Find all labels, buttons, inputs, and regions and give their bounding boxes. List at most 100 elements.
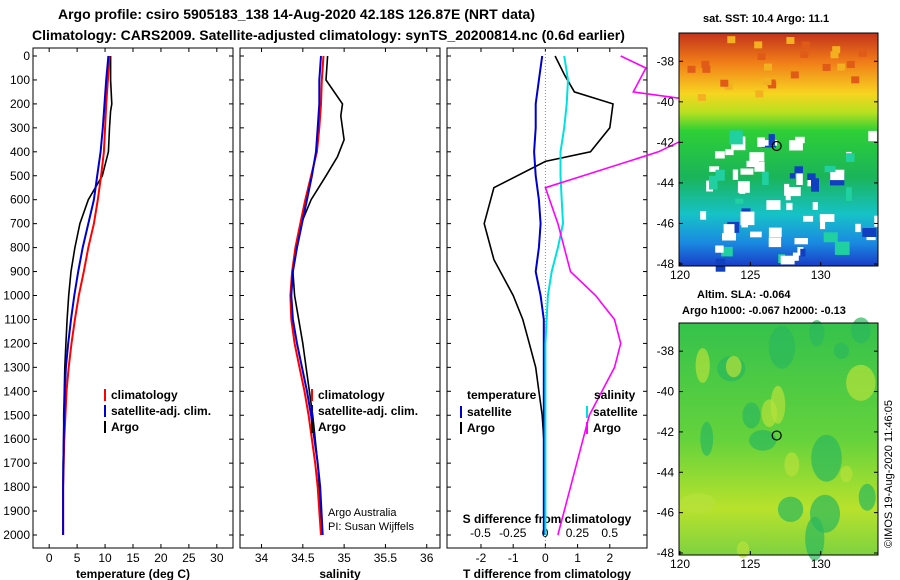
legend-entry: Argo	[467, 421, 495, 435]
sla-texture-blob	[749, 430, 777, 451]
series-satellite-adj-clim-	[290, 55, 324, 536]
y-tick-label: 1600	[3, 432, 30, 446]
y-tick-label: 300	[10, 121, 30, 135]
sst-texture-patch	[794, 166, 803, 174]
title-line-1: Argo profile: csiro 5905183_138 14-Aug-2…	[58, 6, 535, 22]
legend-entry: climatology	[111, 388, 178, 402]
map-y-tick-label: -44	[657, 465, 675, 479]
y-tick-label: 500	[10, 169, 30, 183]
sst-texture-patch	[723, 224, 735, 238]
x-axis-label: T difference from climatology	[463, 567, 631, 580]
series-satellite-s-	[544, 55, 570, 535]
y-tick-label: 900	[10, 265, 30, 279]
sst-texture-patch	[740, 168, 754, 175]
series-satellite-t-	[533, 55, 545, 535]
sst-texture-patch	[687, 65, 696, 73]
y-tick-label: 1200	[3, 336, 30, 350]
panel-salinity: 34 34.5 35 35.5 36 salinity climatology satelli…	[239, 47, 441, 580]
sla-texture-blob	[736, 541, 750, 559]
sst-texture-patch	[768, 134, 775, 146]
sst-map-cloud-gaps	[687, 36, 881, 272]
sst-texture-patch	[727, 36, 736, 44]
x-tick-label: 5	[74, 551, 81, 565]
sla-texture-blob	[811, 434, 842, 482]
sst-texture-patch	[768, 237, 782, 248]
legend-entry: climatology	[318, 388, 385, 402]
sst-texture-patch	[754, 41, 763, 49]
sst-map: 120 125 130 -38 -40 -42 -44 -46 -48	[657, 32, 881, 282]
sla-map: 120 125 130 -38 -40 -42 -44 -46 -48	[657, 317, 879, 571]
map-y-tick-label: -46	[657, 216, 675, 230]
y-tick-label: 700	[10, 217, 30, 231]
y-tick-label: 0	[23, 49, 30, 63]
sla-texture-blob	[784, 452, 800, 477]
x-tick-label: -1	[508, 551, 519, 565]
x-tick-label: 0	[46, 551, 53, 565]
sst-texture-patch	[820, 221, 826, 230]
sst-texture-patch	[837, 63, 846, 71]
sst-texture-patch	[846, 187, 852, 201]
sla-texture-blob	[833, 342, 850, 359]
sla-texture-blob	[768, 325, 796, 369]
sla-texture-blob	[700, 421, 714, 456]
legend-entry: satellite	[593, 405, 638, 419]
sla-texture-blob	[809, 320, 825, 347]
y-tick-label: 1000	[3, 289, 30, 303]
sla-map-title: Altim. SLA: -0.064	[697, 289, 791, 301]
sst-texture-patch	[755, 90, 764, 98]
sst-texture-patch	[796, 173, 803, 185]
map-y-tick-label: -38	[657, 54, 675, 68]
sst-texture-patch	[811, 178, 819, 192]
map-x-tick-label: 125	[740, 557, 760, 571]
y-tick-label: 2000	[3, 528, 30, 542]
x-tick-label: 35.5	[374, 551, 398, 565]
panel-temperature: 0100200300400500600700800900100011001200…	[3, 47, 234, 580]
s-tick-label: -0.25	[499, 526, 527, 540]
panel-salinity-frame	[239, 47, 441, 549]
map-y-tick-label: -38	[657, 344, 675, 358]
sst-texture-patch	[697, 94, 706, 101]
title-line-2: Climatology: CARS2009. Satellite-adjuste…	[32, 27, 625, 43]
sst-texture-patch	[715, 258, 726, 272]
map-y-tick-label: -42	[657, 425, 675, 439]
sst-texture-patch	[812, 202, 818, 210]
x-tick-label: 15	[126, 551, 140, 565]
sst-texture-patch	[834, 241, 850, 255]
sst-texture-patch	[720, 79, 729, 87]
sla-texture-blob	[742, 402, 761, 429]
sla-texture-blob	[770, 385, 786, 424]
sla-texture-blob	[695, 348, 710, 383]
legend-entry: satellite-adj. clim.	[318, 404, 418, 418]
annotation-text: Argo Australia	[328, 507, 397, 519]
sst-argo-location-marker	[771, 140, 782, 152]
x-tick-label: 20	[154, 551, 168, 565]
y-tick-label: 1100	[4, 312, 30, 326]
sst-texture-patch	[701, 60, 710, 68]
sla-texture-blob	[777, 496, 804, 522]
sst-texture-patch	[740, 211, 755, 226]
legend-entry: satellite-adj. clim.	[111, 404, 211, 418]
sst-texture-patch	[763, 78, 772, 86]
sla-texture-blob	[679, 493, 716, 513]
x-tick-label: 34.5	[291, 551, 315, 565]
y-tick-label: 1900	[3, 504, 30, 518]
sst-texture-patch	[830, 51, 839, 59]
sst-texture-patch	[780, 255, 795, 265]
sst-texture-patch	[790, 71, 799, 79]
sst-texture-patch	[757, 137, 765, 147]
sst-texture-patch	[721, 246, 733, 257]
sst-texture-patch	[768, 227, 782, 238]
sst-texture-patch	[800, 50, 809, 58]
y-tick-label: 1500	[3, 408, 30, 422]
x-axis-label: temperature (deg C)	[76, 567, 190, 580]
sst-texture-patch	[800, 248, 806, 257]
sst-texture-patch	[709, 175, 718, 190]
sst-texture-patch	[767, 79, 776, 87]
sst-texture-patch	[855, 223, 861, 233]
credit-text: ©IMOS 19-Aug-2020 11:46:05	[883, 400, 895, 548]
map-x-tick-label: 130	[811, 557, 831, 571]
map-x-tick-label: 125	[740, 268, 760, 282]
x-tick-label: 25	[182, 551, 196, 565]
map-y-tick-label: -46	[657, 506, 675, 520]
annotation-text: PI: Susan Wijffels	[328, 521, 414, 533]
